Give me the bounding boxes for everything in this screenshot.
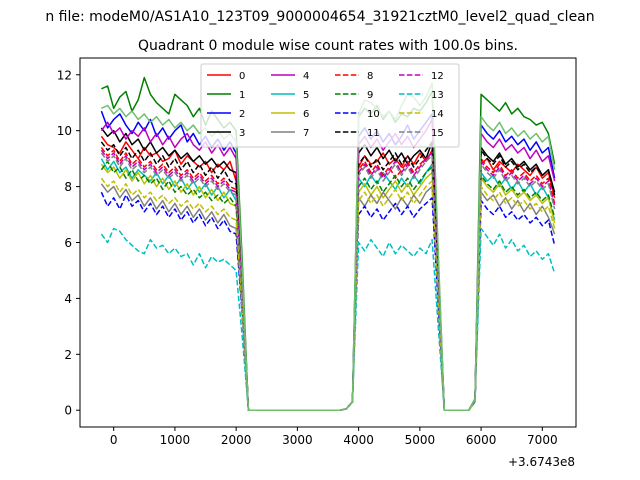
legend-label-4: 4 [303, 71, 309, 82]
series-line-13 [100, 227, 556, 411]
legend-label-3: 3 [239, 128, 245, 139]
legend-label-7: 7 [303, 128, 309, 139]
series-line-7 [100, 183, 556, 411]
legend-label-15: 15 [431, 128, 444, 139]
figure-suptitle: n file: modeM0/AS1A10_123T09_9000004654_… [45, 9, 594, 25]
legend-label-10: 10 [367, 109, 380, 120]
plot-lines [100, 76, 556, 411]
y-tick-label: 0 [64, 404, 72, 418]
x-tick-label: 0 [110, 433, 118, 447]
x-tick-label: 4000 [343, 433, 374, 447]
series-line-4 [100, 118, 556, 411]
x-tick-label: 3000 [282, 433, 313, 447]
legend-label-9: 9 [367, 90, 373, 101]
series-line-5 [100, 158, 556, 411]
series-line-14 [100, 177, 556, 411]
y-tick-label: 2 [64, 348, 72, 362]
series-line-15 [100, 152, 556, 411]
series-line-10 [100, 191, 556, 411]
y-tick-label: 8 [64, 180, 72, 194]
x-tick-label: 6000 [466, 433, 497, 447]
y-tick-label: 10 [57, 124, 72, 138]
y-tick-label: 12 [57, 68, 72, 82]
overlay-series-line [101, 82, 556, 411]
x-tick-label: 5000 [405, 433, 436, 447]
legend-label-13: 13 [431, 90, 444, 101]
legend-label-11: 11 [367, 128, 380, 139]
x-tick-label: 1000 [160, 433, 191, 447]
legend-label-12: 12 [431, 71, 444, 82]
legend-label-5: 5 [303, 90, 309, 101]
series-line-6 [100, 163, 556, 411]
legend-label-1: 1 [239, 90, 245, 101]
legend-label-14: 14 [431, 109, 444, 120]
legend-label-6: 6 [303, 109, 309, 120]
chart-title: Quadrant 0 module wise count rates with … [138, 38, 518, 54]
x-tick-label: 2000 [221, 433, 252, 447]
x-offset-label: +3.6743e8 [508, 455, 575, 469]
legend-label-8: 8 [367, 71, 373, 82]
x-tick-label: 7000 [527, 433, 558, 447]
legend-label-0: 0 [239, 71, 245, 82]
legend-label-2: 2 [239, 109, 245, 120]
y-tick-label: 4 [64, 292, 72, 306]
y-tick-label: 6 [64, 236, 72, 250]
legend-box [200, 63, 460, 148]
